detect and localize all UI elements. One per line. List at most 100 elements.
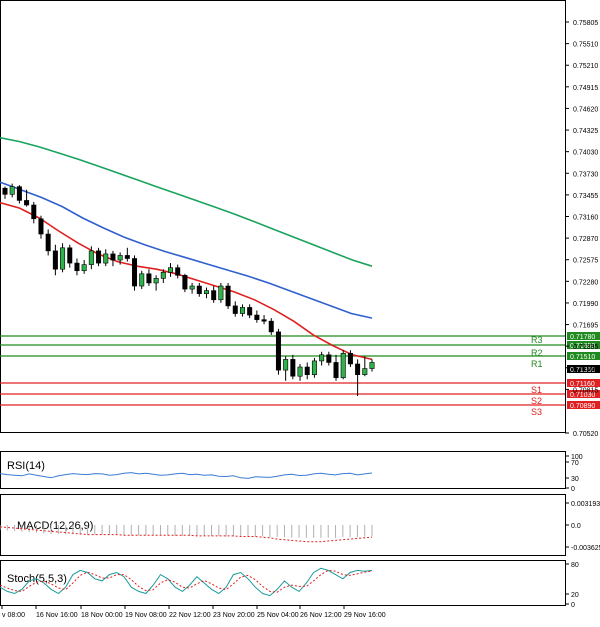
- candle-down: [74, 262, 80, 272]
- candle-down: [2, 187, 8, 195]
- stoch-tick-label: 0: [571, 602, 575, 609]
- price-tick-label: 0.71100: [573, 366, 598, 373]
- level-name-s1: S1: [531, 385, 542, 395]
- price-tick-label: 0.72575: [573, 258, 598, 265]
- price-tick-label: 0.74915: [573, 85, 598, 92]
- macd-tick-label: 0.003193: [571, 501, 600, 508]
- candle-down: [211, 290, 217, 301]
- candle-up: [60, 247, 66, 270]
- rsi-tick-label: 100: [571, 454, 583, 461]
- stoch-k-line: [0, 567, 373, 597]
- candle-up: [117, 255, 123, 261]
- price-axis: 0.75805 0.75510 0.75210 0.74915 0.74620 0.743…: [565, 20, 598, 438]
- candle-up: [139, 273, 145, 287]
- candle-up: [203, 290, 209, 294]
- candle-up: [239, 307, 245, 314]
- level-price-tag: [567, 352, 600, 360]
- support-resistance-layer: R3 0.71780 R2 0.71650 R1 0.71510 S1 0.71160 S2 0.…: [0, 332, 600, 417]
- price-tick-label: 0.70520: [573, 431, 598, 438]
- candle-down: [175, 267, 181, 276]
- rsi-tick-label: 70: [571, 460, 579, 467]
- candle-down: [254, 314, 260, 320]
- candle-up: [81, 264, 87, 272]
- price-tick-label: 0.74620: [573, 106, 598, 113]
- candle-down: [16, 186, 22, 201]
- price-tick-label: 0.74030: [573, 150, 598, 157]
- macd-panel: MACD(12,26,9) 0.003193 0.0 -0.003625: [0, 501, 600, 552]
- price-tick-label: 0.74325: [573, 128, 598, 135]
- level-name-r2: R2: [531, 348, 543, 358]
- candle-up: [218, 285, 224, 301]
- candle-down: [247, 307, 253, 316]
- candle-down: [275, 331, 281, 371]
- stoch-d-line: [0, 569, 373, 593]
- candle-up: [153, 278, 159, 284]
- price-tick-label: 0.73730: [573, 171, 598, 178]
- candle-down: [24, 200, 30, 206]
- price-tick-label: 0.73160: [573, 215, 598, 222]
- price-tick-label: 0.72870: [573, 236, 598, 243]
- candle-down: [96, 250, 102, 264]
- rsi-panel-frame: [0, 451, 566, 489]
- time-tick-label: 26 Nov 12:00: [300, 612, 342, 619]
- current-price-label: 0.71360: [570, 367, 595, 374]
- candle-up: [189, 285, 195, 290]
- price-tick-label: 0.73455: [573, 193, 598, 200]
- candle-down: [347, 352, 353, 365]
- candle-down: [225, 285, 231, 307]
- macd-label: MACD(12,26,9): [17, 520, 93, 532]
- level-price-tag: [567, 332, 600, 340]
- price-tick-label: 0.70815: [573, 387, 598, 394]
- candle-up: [311, 360, 317, 375]
- level-name-r3: R3: [531, 335, 543, 345]
- candle-down: [261, 319, 267, 322]
- level-price-tag: [567, 401, 600, 409]
- level-name-s3: S3: [531, 407, 542, 417]
- candle-up: [297, 366, 303, 377]
- price-tick-label: 0.75805: [573, 20, 598, 27]
- candle-down: [355, 363, 361, 375]
- moving-average-line: [0, 136, 373, 267]
- macd-tick-label: -0.003625: [571, 545, 600, 552]
- price-tick-label: 0.71395: [573, 344, 598, 351]
- candle-down: [110, 253, 116, 261]
- candle-up: [88, 250, 94, 265]
- level-price-label: 0.71030: [570, 392, 595, 399]
- time-tick-label: 22 Nov 12:00: [169, 612, 211, 619]
- candle-down: [290, 359, 296, 377]
- price-tick-label: 0.72280: [573, 279, 598, 286]
- level-price-label: 0.70890: [570, 403, 595, 410]
- candles-layer: [2, 183, 375, 397]
- time-tick-label: 23 Nov 20:00: [213, 612, 255, 619]
- candle-down: [38, 218, 44, 235]
- level-price-tag: [567, 341, 600, 349]
- candle-down: [333, 362, 339, 379]
- level-price-tag: [567, 390, 600, 398]
- candle-up: [103, 253, 109, 264]
- candle-down: [232, 305, 238, 314]
- candle-up: [369, 362, 375, 369]
- level-price-label: 0.71780: [570, 334, 595, 341]
- candle-down: [132, 258, 138, 287]
- rsi-tick-label: 30: [571, 476, 579, 483]
- candle-down: [45, 233, 51, 252]
- level-price-tag: [567, 379, 600, 387]
- current-price-tag: [567, 365, 600, 373]
- panel-frames: [0, 0, 566, 606]
- time-tick-label: 29 Nov 16:00: [344, 612, 386, 619]
- candle-down: [31, 204, 37, 220]
- stoch-tick-label: 80: [571, 562, 579, 569]
- time-tick-label: v 08:00: [2, 612, 25, 619]
- rsi-tick-label: 0: [571, 486, 575, 493]
- candle-up: [362, 368, 368, 375]
- candle-up: [9, 186, 15, 195]
- time-tick-label: 18 Nov 00:00: [81, 612, 123, 619]
- price-tick-label: 0.71990: [573, 301, 598, 308]
- main-panel-frame: [0, 0, 566, 433]
- candle-down: [268, 320, 274, 333]
- time-tick-label: 19 Nov 08:00: [125, 612, 167, 619]
